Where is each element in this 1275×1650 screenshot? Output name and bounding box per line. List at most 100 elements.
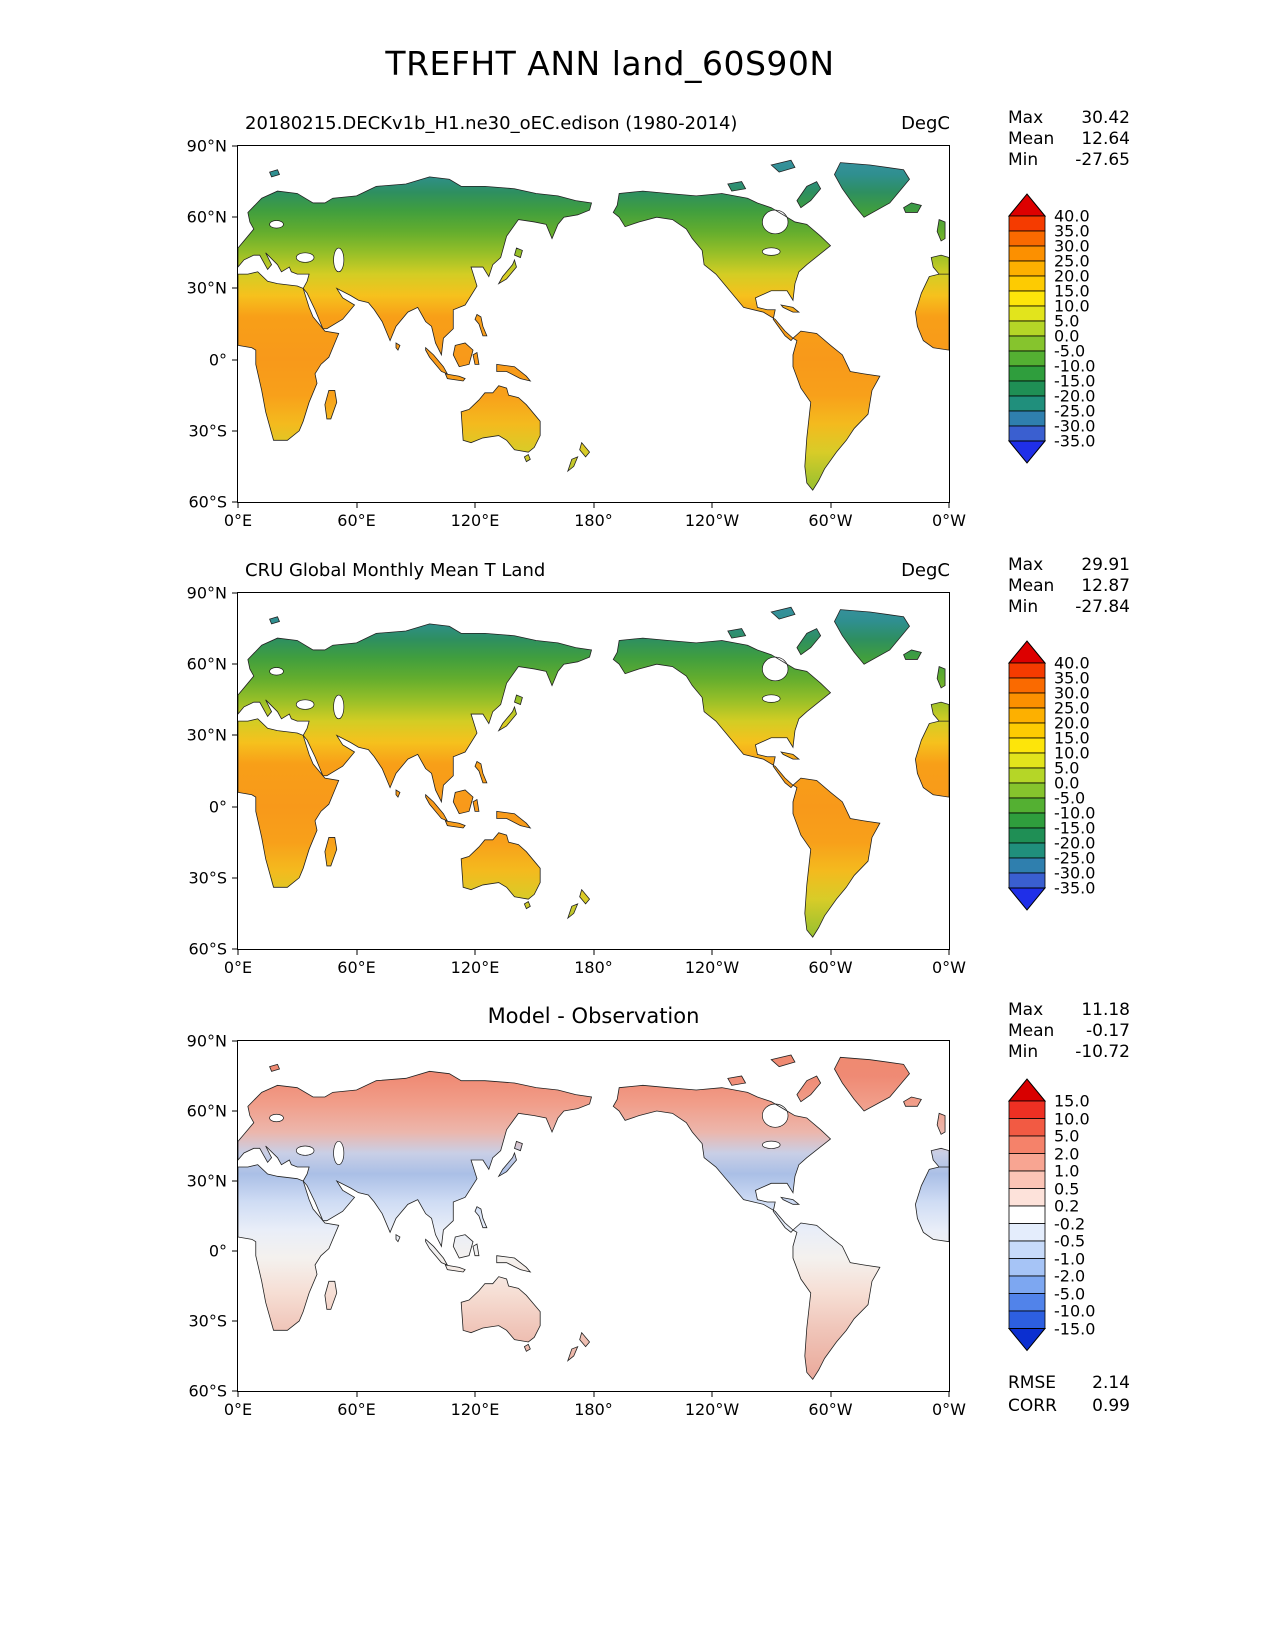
colorbar-tick-label: -10.0 [1054,1301,1096,1321]
stat-value: -27.84 [1075,597,1130,617]
x-tick-label: 180° [574,1400,613,1419]
stat-row: Min -27.65 [1008,150,1130,171]
stat-value: -27.65 [1075,150,1130,170]
x-tick-label: 120°W [684,958,740,977]
x-tick-mark [593,949,594,955]
stat-row: Min -10.72 [1008,1042,1130,1063]
stat-label: Min [1008,597,1039,617]
colorbar-tick-label: 20.0 [1054,713,1090,733]
stat-value: 30.42 [1081,108,1130,128]
x-tick-mark [356,1391,357,1397]
colorbar-tick-label: 2.0 [1054,1144,1080,1163]
x-tick-label: 0°E [223,1400,253,1419]
x-tick-label: 180° [574,511,613,530]
colorbar-tick-label: 0.2 [1054,1196,1080,1216]
x-tick-mark [830,502,831,508]
stat-value: 12.87 [1081,576,1130,596]
colorbar-tick-label: -20.0 [1054,386,1096,406]
colorbar-tick-label: 35.0 [1054,221,1090,241]
land-fill [238,160,949,491]
y-tick-label: 30°N [186,278,227,298]
panel1-stats: Max 30.42 Mean 12.64 Min -27.65 [1008,108,1130,171]
x-tick-label: 120°E [450,958,500,977]
x-tick-mark [593,1391,594,1397]
stat-label: RMSE [1008,1373,1057,1393]
colorbar-tick-label: 20.0 [1054,266,1090,286]
colorbar-tick-label: -35.0 [1054,878,1096,898]
stat-label: Mean [1008,1021,1055,1041]
x-tick-label: 60°E [337,958,376,977]
colorbar-tick-label: -20.0 [1054,833,1096,853]
colorbar-tick-label: -10.0 [1054,356,1096,376]
x-tick-label: 180° [574,958,613,977]
y-tick-label: 60°S [188,1381,227,1401]
panel3-map-axes: 0°E 60°E 120°E 180° 120°W 60°W 0°W 90°N 60°N 30°N… [187,1032,966,1420]
stat-row: Min -27.84 [1008,597,1130,618]
x-tick-mark [830,949,831,955]
colorbar-tick-label: -2.0 [1054,1266,1086,1286]
x-tick-mark [237,949,239,955]
y-tick-label: 30°N [186,1171,227,1191]
x-tick-mark [711,502,713,508]
stat-row: Max 11.18 [1008,1000,1130,1021]
y-tick-label: 30°S [188,1311,227,1331]
y-tick-mark [232,734,238,736]
y-tick-mark [232,806,238,808]
stat-value: 29.91 [1081,555,1130,575]
stat-label: Max [1008,555,1044,575]
colorbar-svg [1008,1078,1046,1352]
y-tick-label: 60°S [188,492,227,512]
colorbar-tick-label: -10.0 [1054,803,1096,823]
x-tick-label: 60°W [808,1400,853,1419]
colorbar-tick-label: 35.0 [1054,668,1090,688]
colorbar-tick-label: -5.0 [1054,341,1086,361]
stat-row: RMSE 2.14 [1008,1372,1130,1395]
y-tick-mark [232,1180,238,1182]
colorbar-tick-label: -25.0 [1054,401,1096,421]
panel3-colorbar: 15.0 10.0 5.0 2.0 1.0 0.5 0.2 -0.2 -0.5 -1.0 -2.0-… [1008,1078,1128,1352]
colorbar-tick-label: 5.0 [1054,758,1080,778]
colorbar-tick-label: -5.0 [1054,1284,1086,1303]
x-tick-mark [593,502,594,508]
y-tick-mark [232,501,238,503]
x-tick-label: 60°E [337,511,376,530]
y-tick-label: 30°S [188,868,227,888]
x-tick-mark [237,1391,239,1397]
world-map-model [238,159,949,492]
colorbar-tick-label: 40.0 [1054,653,1090,673]
stat-value: 11.18 [1081,1000,1130,1020]
x-tick-mark [948,502,950,508]
y-tick-mark [232,145,238,147]
stat-row: CORR 0.99 [1008,1395,1130,1418]
x-tick-label: 60°E [337,1400,376,1419]
stat-label: Min [1008,1042,1039,1062]
x-tick-mark [237,502,239,508]
stat-value: 12.64 [1081,129,1130,149]
x-tick-mark [356,502,357,508]
colorbar-tick-label: -25.0 [1054,848,1096,868]
panel2-units: DegC [901,560,950,581]
stat-value: 0.99 [1092,1396,1130,1416]
stat-value: -0.17 [1086,1021,1130,1041]
stat-row: Max 30.42 [1008,108,1130,129]
x-tick-label: 120°E [450,511,500,530]
colorbar-tick-label: 30.0 [1054,683,1090,703]
panel1-map-axes: 0°E 60°E 120°E 180° 120°W 60°W 0°W 90°N 60°N 30°N… [187,137,966,531]
x-tick-label: 60°W [808,958,853,977]
y-tick-mark [232,877,238,879]
y-tick-mark [232,359,238,361]
y-tick-mark [232,663,238,665]
x-tick-label: 120°W [684,1400,740,1419]
y-tick-label: 90°N [186,136,227,156]
colorbar-tick-label: -0.5 [1054,1231,1086,1251]
panel2-title: CRU Global Monthly Mean T Land [245,560,546,581]
panel3-extra-stats: RMSE 2.14 CORR 0.99 [1008,1372,1130,1418]
stat-label: Max [1008,108,1044,128]
x-tick-label: 0°W [932,1400,966,1419]
y-tick-label: 0° [208,350,227,370]
x-tick-mark [711,949,713,955]
y-tick-mark [232,1320,238,1322]
stat-label: Max [1008,1000,1044,1020]
x-tick-label: 0°E [223,511,253,530]
colorbar-tick-label: 0.0 [1054,326,1080,346]
